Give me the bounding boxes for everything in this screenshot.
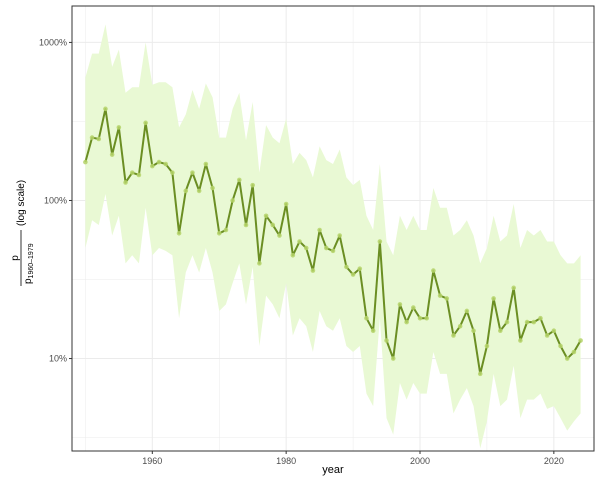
- x-axis-ticks: 1960 1980 2000 2020: [142, 451, 564, 466]
- data-point: [150, 163, 155, 169]
- data-point: [518, 338, 523, 343]
- data-point: [123, 180, 128, 185]
- x-tick-label: 1960: [142, 456, 162, 466]
- data-point: [524, 319, 530, 325]
- data-point: [210, 185, 215, 191]
- data-point: [491, 296, 496, 301]
- panel-border: [71, 5, 595, 452]
- data-point: [350, 272, 356, 277]
- data-point: [337, 233, 342, 238]
- data-point: [116, 125, 122, 130]
- data-point: [404, 319, 409, 325]
- data-point: [270, 222, 276, 228]
- data-point: [498, 328, 503, 334]
- y-tick-label: 10%: [49, 354, 67, 364]
- data-point: [464, 308, 470, 314]
- data-point: [324, 245, 329, 251]
- data-point: [163, 161, 168, 167]
- data-point: [190, 170, 195, 175]
- y-tick-label: 100%: [44, 195, 67, 205]
- data-point: [216, 230, 222, 236]
- data-point: [290, 252, 296, 258]
- data-point: [544, 333, 550, 338]
- y-tick-label: 1000%: [39, 37, 67, 47]
- data-point: [578, 338, 583, 343]
- data-point: [370, 328, 376, 334]
- data-point: [551, 328, 557, 334]
- data-point: [471, 328, 476, 334]
- y-axis-title-suffix: (log scale): [16, 180, 27, 226]
- data-point: [451, 333, 456, 338]
- data-point: [303, 245, 309, 251]
- data-point: [417, 315, 423, 321]
- data-point: [183, 188, 189, 194]
- data-point: [377, 239, 383, 244]
- y-axis-title-denominator-subscript: 1960–1979: [28, 243, 35, 278]
- confidence-band-area: [85, 24, 581, 449]
- x-tick-label: 2020: [544, 456, 564, 466]
- data-point: [243, 222, 249, 228]
- data-point: [457, 323, 463, 329]
- data-point: [89, 135, 95, 140]
- data-point: [310, 268, 316, 273]
- data-point: [477, 371, 483, 377]
- y-axis-title: p p1960–1979 (log scale): [10, 180, 35, 286]
- data-point: [484, 343, 490, 349]
- x-tick-label: 1980: [276, 456, 296, 466]
- confidence-band: [85, 24, 581, 449]
- data-point: [230, 198, 235, 203]
- data-point: [344, 264, 349, 270]
- data-point: [277, 233, 282, 238]
- x-axis-title: year: [322, 464, 344, 476]
- data-point: [330, 248, 336, 254]
- data-point: [538, 315, 543, 321]
- data-point: [531, 319, 537, 325]
- data-point: [564, 356, 570, 361]
- data-point: [411, 305, 416, 310]
- y-axis-ticks: 10% 100% 1000%: [39, 37, 72, 364]
- data-point: [136, 172, 142, 178]
- x-tick-label: 2000: [410, 456, 430, 466]
- data-point: [317, 227, 322, 233]
- data-point: [176, 230, 182, 236]
- y-axis-title-numerator: p: [10, 255, 21, 261]
- data-point: [129, 170, 135, 175]
- data-point: [237, 177, 242, 183]
- data-point: [196, 188, 202, 194]
- data-point: [437, 293, 443, 298]
- data-point: [297, 239, 302, 244]
- data-point: [283, 201, 289, 207]
- data-point: [364, 315, 369, 321]
- data-point: [511, 285, 516, 291]
- data-point: [384, 338, 389, 343]
- data-point: [397, 302, 403, 307]
- data-point: [571, 349, 577, 355]
- data-point: [103, 106, 108, 112]
- data-point: [109, 152, 115, 157]
- y-axis-title-denominator: p1960–1979: [23, 243, 35, 284]
- data-point: [424, 315, 429, 321]
- data-point: [390, 356, 396, 361]
- series-points: [83, 106, 583, 377]
- data-point: [444, 296, 450, 301]
- data-point: [504, 319, 510, 325]
- data-point: [223, 227, 229, 233]
- data-point: [203, 161, 209, 167]
- data-point: [143, 120, 148, 126]
- data-point: [263, 213, 269, 219]
- data-point: [170, 170, 175, 175]
- data-point: [83, 159, 88, 165]
- data-point: [558, 343, 563, 349]
- data-point: [357, 266, 363, 272]
- data-point: [431, 268, 436, 273]
- data-point: [250, 182, 255, 188]
- data-point: [96, 136, 102, 142]
- data-point: [257, 261, 262, 266]
- data-point: [156, 159, 162, 165]
- y-axis-title-denominator-letter: p: [23, 278, 34, 284]
